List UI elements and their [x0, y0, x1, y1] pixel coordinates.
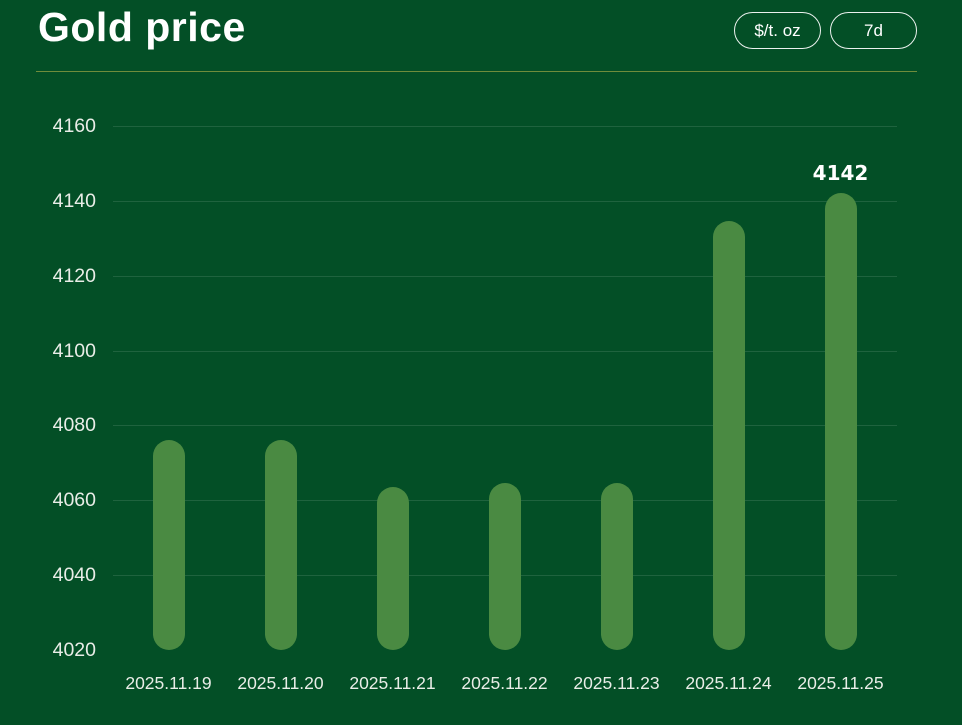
bar-2025.11.21[interactable]	[376, 487, 409, 650]
x-axis-tick-label: 2025.11.25	[797, 673, 884, 693]
y-axis-tick-label: 4100	[52, 339, 96, 362]
bar-2025.11.22[interactable]	[488, 483, 521, 650]
y-axis-tick-label: 4080	[52, 414, 96, 437]
page-title: Gold price	[38, 4, 246, 50]
gridline	[113, 200, 897, 202]
header-buttons: $/t. oz 7d	[734, 12, 917, 49]
x-axis-tick-label: 2025.11.20	[237, 673, 324, 693]
unit-button[interactable]: $/t. oz	[734, 12, 821, 49]
range-button[interactable]: 7d	[830, 12, 917, 49]
gridline	[113, 126, 897, 127]
x-axis-tick-label: 2025.11.19	[125, 673, 212, 693]
bar-2025.11.24[interactable]	[712, 221, 745, 650]
header-divider	[36, 71, 917, 72]
y-axis-tick-label: 4120	[52, 264, 96, 287]
bar-2025.11.25[interactable]	[824, 193, 857, 650]
gridline	[113, 275, 897, 277]
gridline	[113, 425, 897, 427]
gridline	[113, 350, 897, 352]
y-axis-tick-label: 4040	[52, 564, 96, 587]
y-axis-tick-label: 4020	[52, 639, 96, 661]
y-axis-tick-label: 4160	[52, 115, 96, 137]
y-axis-tick-label: 4060	[52, 489, 96, 512]
bar-2025.11.20[interactable]	[264, 440, 297, 650]
x-axis-tick-label: 2025.11.24	[685, 673, 772, 693]
bar-2025.11.19[interactable]	[152, 440, 185, 650]
x-axis-tick-label: 2025.11.23	[573, 673, 660, 693]
x-axis-tick-label: 2025.11.21	[349, 673, 436, 693]
bar-2025.11.23[interactable]	[600, 483, 633, 650]
x-axis-tick-label: 2025.11.22	[461, 673, 548, 693]
y-axis-tick-label: 4140	[52, 189, 96, 212]
bar-value-label: 4142	[812, 161, 869, 186]
